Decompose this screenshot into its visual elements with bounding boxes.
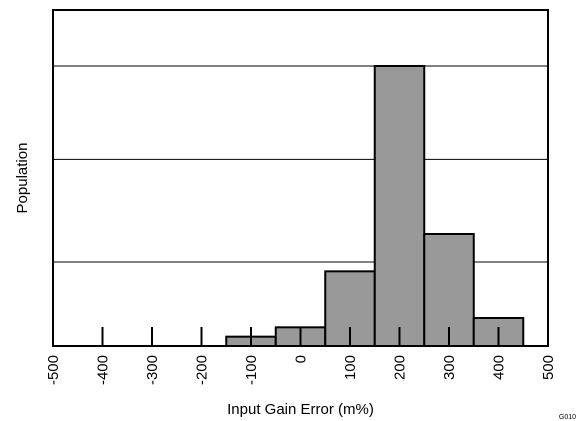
x-tick-label: -400 — [95, 355, 112, 385]
x-axis-label: Input Gain Error (m%) — [227, 401, 374, 418]
x-tick-label: 300 — [441, 355, 458, 380]
x-tick-label: 100 — [342, 355, 359, 380]
x-tick-label: -500 — [45, 355, 62, 385]
histogram-bars — [225, 65, 525, 348]
x-tick-label: -200 — [194, 355, 211, 385]
bar-200 — [373, 65, 426, 347]
figure-id-label: G010 — [559, 414, 576, 421]
x-tick-label: 400 — [491, 355, 508, 380]
x-tick-label: 500 — [540, 355, 557, 380]
y-axis-label: Population — [14, 143, 31, 214]
x-tick-label: -300 — [144, 355, 161, 385]
x-tick-label: 0 — [293, 355, 310, 363]
x-tick-label: 200 — [392, 355, 409, 380]
x-axis-ticks: -500 -400 -300 -200 -100 0 100 200 300 400 500 — [45, 327, 557, 385]
gridlines — [53, 65, 548, 263]
x-tick-label: -100 — [243, 355, 260, 385]
